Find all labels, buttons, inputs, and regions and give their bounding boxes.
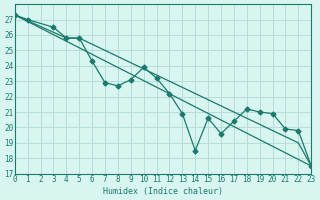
X-axis label: Humidex (Indice chaleur): Humidex (Indice chaleur) <box>103 187 223 196</box>
